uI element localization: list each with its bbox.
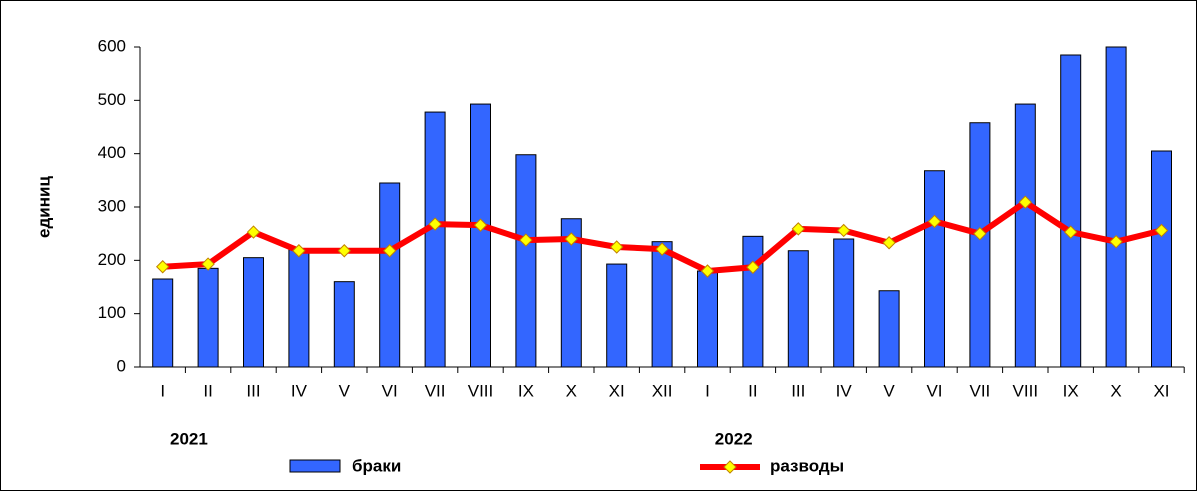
line-marker xyxy=(201,257,215,271)
x-tick-label: IV xyxy=(291,381,308,400)
line-marker xyxy=(155,260,170,274)
bar xyxy=(152,278,174,368)
line-marker xyxy=(428,217,442,231)
bar xyxy=(787,250,809,368)
x-tick-label: IV xyxy=(836,381,853,400)
line-marker xyxy=(292,244,306,258)
line-marker xyxy=(609,240,624,254)
x-tick-label: VI xyxy=(382,381,398,400)
x-tick-label: XII xyxy=(652,381,673,400)
bar xyxy=(878,290,900,368)
bar xyxy=(697,270,718,368)
bar xyxy=(424,111,446,368)
x-tick-label: X xyxy=(566,381,577,400)
bar xyxy=(470,103,491,368)
x-tick-label: X xyxy=(1110,381,1121,400)
line-marker xyxy=(700,264,715,278)
x-tick-label: V xyxy=(883,381,895,400)
line-marker xyxy=(882,236,896,250)
line-marker xyxy=(1154,223,1169,238)
bar xyxy=(1060,54,1082,368)
x-tick-label: III xyxy=(246,381,260,400)
legend-label: разводы xyxy=(770,456,844,475)
y-axis-label: единиц xyxy=(34,176,53,238)
x-tick-label: XI xyxy=(609,381,625,400)
bar xyxy=(924,170,945,368)
x-tick-label: III xyxy=(791,381,805,400)
x-tick-label: IX xyxy=(1063,381,1079,400)
line-marker xyxy=(382,244,397,258)
legend-swatch xyxy=(289,459,341,473)
x-tick-label: II xyxy=(203,381,212,400)
bar xyxy=(288,249,310,368)
x-tick-label: II xyxy=(748,381,757,400)
bar xyxy=(651,241,673,368)
line-marker xyxy=(927,214,942,229)
bar xyxy=(379,182,401,368)
bar xyxy=(1151,150,1172,368)
bar xyxy=(742,235,764,368)
line-marker xyxy=(836,223,851,238)
x-tick-label: I xyxy=(160,381,165,400)
bar xyxy=(515,154,537,368)
x-tick-label: VIII xyxy=(468,381,494,400)
bar xyxy=(333,281,355,368)
line-marker xyxy=(1018,195,1033,209)
x-tick-label: XI xyxy=(1153,381,1169,400)
y-tick-label: 200 xyxy=(98,250,126,269)
bar xyxy=(969,122,991,368)
y-tick-label: 0 xyxy=(117,356,126,375)
bar xyxy=(197,267,219,368)
line-marker xyxy=(791,222,806,236)
line-marker xyxy=(973,226,987,241)
x-tick-label: IX xyxy=(518,381,534,400)
bar xyxy=(606,263,628,368)
y-tick-label: 300 xyxy=(98,196,126,215)
line-marker xyxy=(519,233,533,247)
x-tick-label: VII xyxy=(970,381,991,400)
y-tick-label: 500 xyxy=(98,90,126,109)
legend-label: браки xyxy=(352,456,401,475)
line-marker xyxy=(1063,225,1078,239)
x-tick-label: VIII xyxy=(1013,381,1039,400)
year-label: 2022 xyxy=(715,429,753,448)
bar xyxy=(243,257,264,368)
x-tick-label: V xyxy=(339,381,351,400)
line-marker xyxy=(746,260,760,274)
bar xyxy=(1105,46,1127,368)
x-tick-label: VI xyxy=(926,381,942,400)
bar xyxy=(1014,103,1036,368)
line-marker xyxy=(564,232,579,246)
line-marker xyxy=(655,242,669,256)
legend-marker xyxy=(723,460,737,474)
x-tick-label: VII xyxy=(425,381,446,400)
line-marker xyxy=(246,225,261,239)
y-tick-label: 100 xyxy=(98,303,126,322)
x-tick-label: I xyxy=(705,381,710,400)
year-label: 2021 xyxy=(170,429,208,448)
bar xyxy=(833,238,855,368)
y-tick-label: 600 xyxy=(98,36,126,55)
line-marker xyxy=(337,244,352,258)
line-marker xyxy=(473,218,488,232)
line-marker xyxy=(1109,234,1123,249)
y-tick-label: 400 xyxy=(98,143,126,162)
